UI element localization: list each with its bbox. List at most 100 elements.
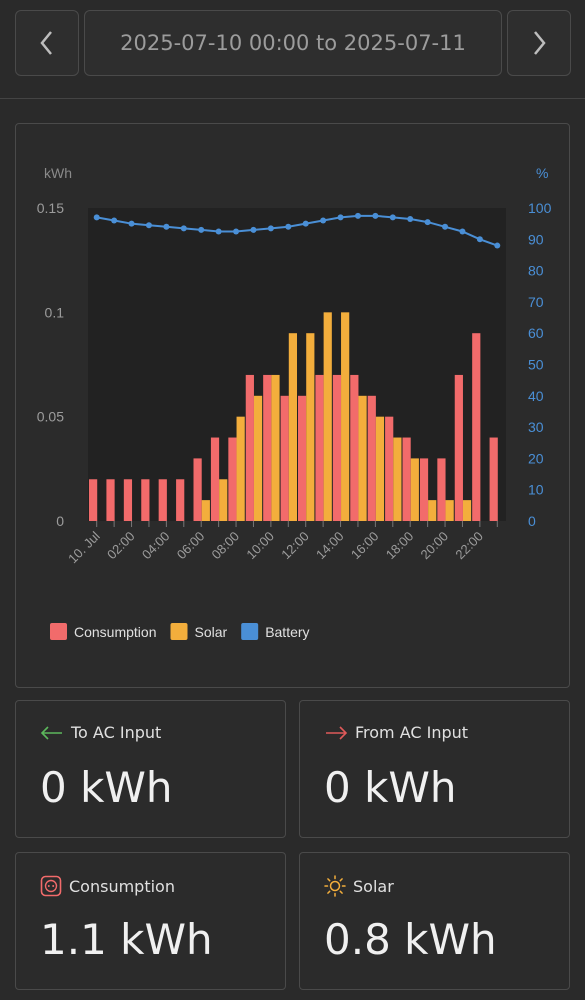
battery-point <box>215 228 222 235</box>
x-tick-label: 12:00 <box>278 529 312 563</box>
consumption-bar <box>245 374 254 521</box>
prev-button[interactable] <box>15 10 79 76</box>
consumption-bar <box>332 374 342 521</box>
battery-point <box>233 228 240 235</box>
chevron-right-icon <box>534 31 546 55</box>
tile-label: Solar <box>353 876 394 896</box>
consumption-bar <box>176 479 185 521</box>
arrow-left-icon <box>40 725 64 740</box>
consumption-bar <box>210 437 220 521</box>
legend-swatch <box>241 623 259 640</box>
x-tick-label: 10. Jul <box>65 528 103 566</box>
left-tick-label: 0.15 <box>37 200 64 216</box>
tile-label: Consumption <box>69 876 175 896</box>
solar-bar <box>375 416 385 521</box>
solar-bar <box>393 437 402 521</box>
battery-point <box>163 223 170 230</box>
date-range-label: 2025-07-10 00:00 to 2025-07-11 <box>120 31 466 55</box>
legend-label: Consumption <box>74 624 157 640</box>
battery-point <box>442 223 449 230</box>
left-tick-label: 0.1 <box>45 304 65 320</box>
tile-to-ac-input[interactable]: To AC Input 0 kWh <box>15 700 286 838</box>
battery-point <box>372 212 379 219</box>
tile-consumption[interactable]: Consumption 1.1 kWh <box>15 852 286 990</box>
right-axis-unit: % <box>536 165 548 181</box>
legend-swatch <box>50 623 67 640</box>
consumption-bar <box>472 333 481 521</box>
tile-value: 0 kWh <box>324 763 457 812</box>
battery-point <box>302 220 309 227</box>
right-tick-label: 0 <box>528 513 536 529</box>
battery-point <box>320 217 327 224</box>
consumption-bar <box>454 374 463 521</box>
solar-bar <box>288 333 297 521</box>
solar-bar <box>253 395 263 521</box>
right-tick-label: 40 <box>528 388 544 404</box>
solar-bar <box>341 312 350 521</box>
energy-chart: kWh %0.150.10.050100908070605040302010010… <box>37 165 552 640</box>
consumption-bar <box>158 479 167 521</box>
battery-point <box>424 219 431 226</box>
solar-bar <box>358 395 367 521</box>
consumption-bar <box>123 479 133 521</box>
date-range-display[interactable]: 2025-07-10 00:00 to 2025-07-11 <box>84 10 502 76</box>
right-tick-label: 50 <box>528 357 544 373</box>
battery-point <box>389 214 396 221</box>
solar-bar <box>428 500 437 521</box>
x-tick-label: 16:00 <box>348 529 382 563</box>
solar-bar <box>306 333 315 521</box>
x-tick-label: 08:00 <box>209 529 243 563</box>
battery-point <box>337 214 344 221</box>
tile-label: To AC Input <box>71 723 162 742</box>
tile-from-ac-input-header: From AC Input <box>324 723 468 742</box>
battery-point <box>111 217 118 224</box>
x-tick-label: 04:00 <box>139 529 173 563</box>
x-tick-label: 18:00 <box>383 529 417 563</box>
solar-bar <box>323 312 332 521</box>
battery-point <box>93 214 100 221</box>
tile-to-ac-input-header: To AC Input <box>40 723 161 742</box>
consumption-bar <box>385 416 394 521</box>
battery-point <box>128 220 135 227</box>
consumption-bar <box>402 437 411 521</box>
battery-point <box>285 223 292 230</box>
right-tick-label: 90 <box>528 231 544 247</box>
consumption-bar <box>106 479 115 521</box>
solar-bar <box>445 500 454 521</box>
tile-from-ac-input[interactable]: From AC Input 0 kWh <box>299 700 570 838</box>
tile-value: 0 kWh <box>40 763 173 812</box>
solar-bar <box>462 500 472 521</box>
consumption-bar <box>263 374 272 521</box>
consumption-bar <box>419 458 429 521</box>
tile-consumption-header: Consumption <box>40 875 175 897</box>
tile-solar[interactable]: Solar 0.8 kWh <box>299 852 570 990</box>
battery-point <box>250 226 257 233</box>
consumption-bar <box>298 395 307 521</box>
right-tick-label: 80 <box>528 263 544 279</box>
battery-point <box>476 236 483 243</box>
consumption-bar <box>315 374 324 521</box>
left-axis-unit: kWh <box>44 165 72 181</box>
consumption-bar <box>350 374 359 521</box>
x-tick-label: 22:00 <box>452 529 486 563</box>
solar-bar <box>219 479 228 521</box>
tile-value: 0.8 kWh <box>324 915 497 964</box>
left-tick-label: 0.05 <box>37 409 64 425</box>
consumption-bar <box>141 479 150 521</box>
legend-label: Battery <box>265 624 309 640</box>
legend-swatch <box>170 623 188 640</box>
chevron-left-icon <box>40 31 52 55</box>
left-tick-label: 0 <box>56 513 64 529</box>
right-tick-label: 60 <box>528 325 544 341</box>
solar-bar <box>410 458 419 521</box>
x-tick-label: 02:00 <box>104 529 138 563</box>
right-tick-label: 100 <box>528 200 552 216</box>
next-button[interactable] <box>507 10 571 76</box>
socket-icon <box>40 875 62 897</box>
arrow-right-icon <box>324 725 348 740</box>
x-tick-label: 20:00 <box>418 529 452 563</box>
legend-label: Solar <box>195 624 228 640</box>
battery-point <box>459 228 466 235</box>
solar-bar <box>236 416 245 521</box>
x-tick-label: 06:00 <box>174 529 208 563</box>
